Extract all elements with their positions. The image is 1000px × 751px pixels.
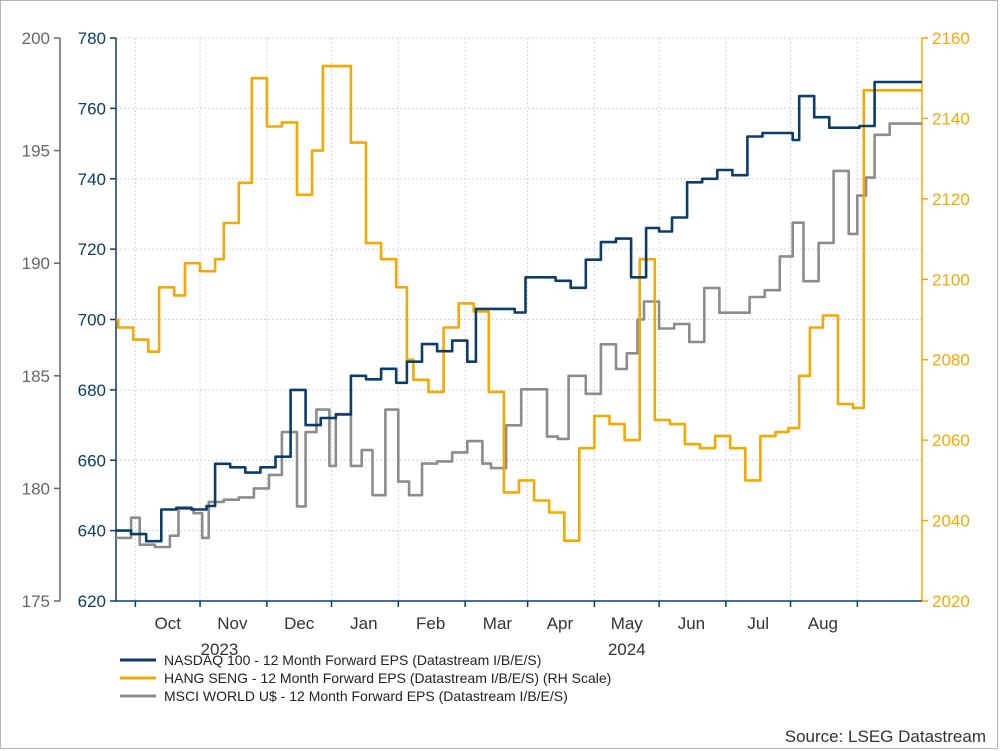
right-tick-label: 2120 [932, 190, 970, 209]
legend-label: MSCI WORLD U$ - 12 Month Forward EPS (Da… [164, 688, 568, 704]
x-tick-label: Oct [154, 614, 181, 633]
left-outer-tick-label: 180 [22, 479, 50, 498]
left-inner-tick-label: 700 [78, 311, 106, 330]
left-inner-tick-label: 760 [78, 99, 106, 118]
x-tick-label: Dec [284, 614, 315, 633]
series-line [116, 64, 922, 542]
x-tick-label: Aug [808, 614, 838, 633]
right-tick-label: 2100 [932, 270, 970, 289]
right-tick-label: 2160 [932, 29, 970, 48]
source-label: Source: LSEG Datastream [785, 727, 986, 746]
year-label: 2023 [201, 640, 239, 659]
right-tick-label: 2020 [932, 592, 970, 611]
x-tick-label: Jul [747, 614, 769, 633]
right-tick-label: 2060 [932, 431, 970, 450]
left-outer-tick-label: 190 [22, 254, 50, 273]
left-inner-tick-label: 740 [78, 170, 106, 189]
left-outer-tick-label: 175 [22, 592, 50, 611]
left-inner-tick-label: 680 [78, 381, 106, 400]
left-inner-tick-label: 620 [78, 592, 106, 611]
legend-label: HANG SENG - 12 Month Forward EPS (Datast… [164, 670, 611, 686]
grid [116, 37, 922, 602]
right-tick-label: 2140 [932, 109, 970, 128]
left-outer-tick-label: 200 [22, 29, 50, 48]
legend-label: NASDAQ 100 - 12 Month Forward EPS (Datas… [164, 652, 541, 668]
x-tick-label: Jun [678, 614, 705, 633]
left-inner-tick-label: 780 [78, 29, 106, 48]
right-tick-label: 2040 [932, 512, 970, 531]
left-inner-tick-label: 640 [78, 522, 106, 541]
left-outer-tick-label: 185 [22, 367, 50, 386]
legend: NASDAQ 100 - 12 Month Forward EPS (Datas… [120, 652, 611, 704]
left-inner-tick-label: 660 [78, 451, 106, 470]
x-tick-label: Nov [217, 614, 248, 633]
x-tick-label: Jan [350, 614, 377, 633]
series-line [116, 122, 922, 549]
left-outer-tick-label: 195 [22, 142, 50, 161]
x-tick-label: Mar [483, 614, 513, 633]
series-lines [116, 64, 922, 549]
left-inner-tick-label: 720 [78, 240, 106, 259]
right-tick-label: 2080 [932, 351, 970, 370]
x-tick-label: Apr [547, 614, 574, 633]
year-label: 2024 [608, 640, 646, 659]
series-line [116, 80, 922, 543]
x-tick-label: May [611, 614, 644, 633]
x-axis-labels: Oct Nov Dec Jan Feb Mar Apr May Jun Jul Aug 2023 202… [154, 614, 837, 659]
x-tick-label: Feb [416, 614, 445, 633]
